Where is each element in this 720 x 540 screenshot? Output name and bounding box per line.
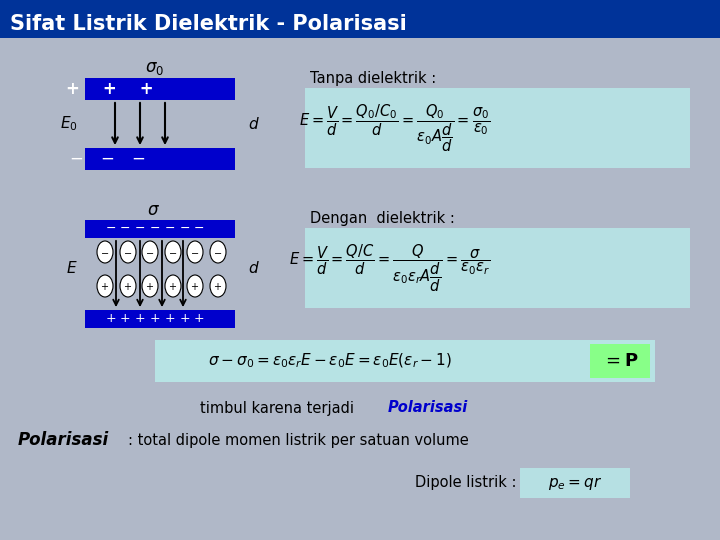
Text: $+$: $+$ <box>124 280 132 292</box>
FancyBboxPatch shape <box>590 344 650 378</box>
Text: $E = \dfrac{V}{d} = \dfrac{Q_0/C_0}{d} = \dfrac{Q_0}{\varepsilon_0 A \dfrac{d}{d: $E = \dfrac{V}{d} = \dfrac{Q_0/C_0}{d} =… <box>300 102 490 154</box>
FancyBboxPatch shape <box>85 78 235 100</box>
Text: $p_e = qr$: $p_e = qr$ <box>548 475 602 491</box>
Text: Tanpa dielektrik :: Tanpa dielektrik : <box>310 71 436 85</box>
Text: $-$: $-$ <box>168 247 178 257</box>
Text: $-$: $-$ <box>145 247 155 257</box>
Text: $+$: $+$ <box>168 280 178 292</box>
Text: $+$ $+$ $+$ $+$ $+$ $+$ $+$: $+$ $+$ $+$ $+$ $+$ $+$ $+$ <box>105 313 205 326</box>
Ellipse shape <box>142 241 158 263</box>
FancyBboxPatch shape <box>85 148 235 170</box>
Ellipse shape <box>187 275 203 297</box>
Text: Polarisasi: Polarisasi <box>18 431 109 449</box>
Text: $\sigma - \sigma_0 = \varepsilon_0 \varepsilon_r E - \varepsilon_0 E = \varepsil: $\sigma - \sigma_0 = \varepsilon_0 \vare… <box>208 352 452 370</box>
Text: $-$: $-$ <box>123 247 132 257</box>
Text: $-$   $-$   $-$: $-$ $-$ $-$ <box>68 150 145 168</box>
Text: +    +    +: + + + <box>66 80 154 98</box>
Text: Dipole listrik :: Dipole listrik : <box>415 476 521 490</box>
Text: timbul karena terjadi: timbul karena terjadi <box>200 401 359 415</box>
Text: $d$: $d$ <box>248 116 260 132</box>
Ellipse shape <box>120 241 136 263</box>
Ellipse shape <box>210 275 226 297</box>
Text: $E_0$: $E_0$ <box>60 114 78 133</box>
Text: Polarisasi: Polarisasi <box>388 401 468 415</box>
Text: $\sigma_0$: $\sigma_0$ <box>145 59 165 77</box>
Text: $+$: $+$ <box>145 280 155 292</box>
Text: $+$: $+$ <box>101 280 109 292</box>
Text: $+$: $+$ <box>191 280 199 292</box>
Text: $= \mathbf{P}$: $= \mathbf{P}$ <box>602 352 638 370</box>
Text: $+$: $+$ <box>214 280 222 292</box>
Ellipse shape <box>142 275 158 297</box>
Text: $-$: $-$ <box>100 247 109 257</box>
FancyBboxPatch shape <box>0 0 720 38</box>
FancyBboxPatch shape <box>155 340 655 382</box>
Text: $E$: $E$ <box>66 260 78 276</box>
Ellipse shape <box>210 241 226 263</box>
FancyBboxPatch shape <box>520 468 630 498</box>
Text: $-$ $-$ $-$ $-$ $-$ $-$ $-$: $-$ $-$ $-$ $-$ $-$ $-$ $-$ <box>105 222 205 235</box>
Ellipse shape <box>187 241 203 263</box>
Text: $-$: $-$ <box>213 247 222 257</box>
Ellipse shape <box>120 275 136 297</box>
Text: $E = \dfrac{V}{d} = \dfrac{Q/C}{d} = \dfrac{Q}{\varepsilon_0 \varepsilon_r A \df: $E = \dfrac{V}{d} = \dfrac{Q/C}{d} = \df… <box>289 242 490 294</box>
Text: Dengan  dielektrik :: Dengan dielektrik : <box>310 211 455 226</box>
Text: $-$: $-$ <box>190 247 199 257</box>
FancyBboxPatch shape <box>85 310 235 328</box>
FancyBboxPatch shape <box>85 220 235 238</box>
Ellipse shape <box>165 241 181 263</box>
Ellipse shape <box>97 275 113 297</box>
Text: $d$: $d$ <box>248 260 260 276</box>
FancyBboxPatch shape <box>305 88 690 168</box>
FancyBboxPatch shape <box>305 228 690 308</box>
Text: : total dipole momen listrik per satuan volume: : total dipole momen listrik per satuan … <box>128 433 469 448</box>
Text: $\sigma$: $\sigma$ <box>147 201 159 219</box>
Ellipse shape <box>165 275 181 297</box>
Ellipse shape <box>97 241 113 263</box>
Text: Sifat Listrik Dielektrik - Polarisasi: Sifat Listrik Dielektrik - Polarisasi <box>10 14 407 34</box>
